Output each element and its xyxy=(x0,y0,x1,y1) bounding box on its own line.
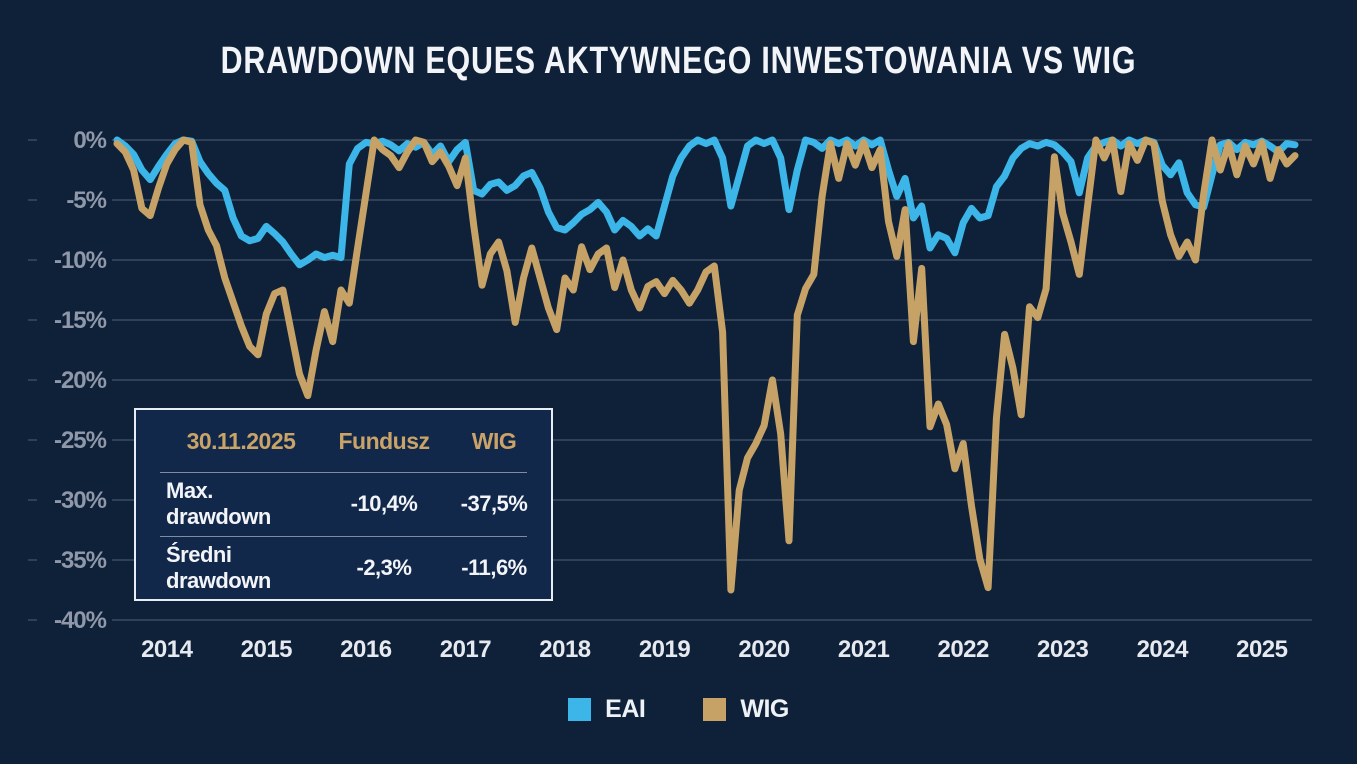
svg-text:-30%: -30% xyxy=(54,487,107,514)
svg-text:-20%: -20% xyxy=(54,367,107,394)
wig-legend-label: WIG xyxy=(740,695,789,723)
svg-text:-35%: -35% xyxy=(54,547,107,574)
x-axis-labels: 2014 2015 2016 2017 2018 2019 2020 2021 2022 2023… xyxy=(141,636,1288,663)
avg-drawdown-label: Średni drawdown xyxy=(166,541,271,593)
summary-table-header-row: 30.11.2025 Fundusz WIG xyxy=(136,410,551,472)
svg-text:2024: 2024 xyxy=(1137,636,1190,663)
svg-text:2025: 2025 xyxy=(1236,636,1288,663)
table-divider xyxy=(160,535,527,537)
svg-text:2018: 2018 xyxy=(539,636,591,663)
svg-text:2016: 2016 xyxy=(340,636,392,663)
table-divider xyxy=(160,472,527,474)
wig-line-series xyxy=(113,136,1299,594)
max-drawdown-wig-value: -37,5% xyxy=(460,491,528,517)
svg-text:0%: 0% xyxy=(73,127,106,154)
svg-text:2020: 2020 xyxy=(738,636,790,663)
svg-text:-25%: -25% xyxy=(54,427,107,454)
svg-text:-5%: -5% xyxy=(66,187,106,214)
y-axis-labels: 0% -5% -10% -15% -20% -25% -30% -35% -40% xyxy=(54,127,108,634)
summary-date: 30.11.2025 xyxy=(186,427,296,454)
svg-text:2017: 2017 xyxy=(440,636,492,663)
wig-color-swatch xyxy=(703,698,727,721)
avg-drawdown-fundusz-value: -2,3% xyxy=(356,554,412,580)
max-drawdown-label: Max. drawdown xyxy=(166,478,271,530)
summary-col-wig: WIG xyxy=(471,427,517,454)
max-drawdown-row: Max. drawdown -10,4% -37,5% xyxy=(136,473,551,535)
svg-text:-10%: -10% xyxy=(54,247,107,274)
svg-text:2022: 2022 xyxy=(937,636,989,663)
summary-table: 30.11.2025 Fundusz WIG Max. drawdown -10… xyxy=(134,408,553,601)
eai-legend-label: EAI xyxy=(605,695,646,723)
avg-drawdown-row: Średni drawdown -2,3% -11,6% xyxy=(136,537,551,599)
legend-item-eai: EAI xyxy=(568,695,646,724)
max-drawdown-fundusz-value: -10,4% xyxy=(350,491,418,517)
svg-text:2023: 2023 xyxy=(1037,636,1089,663)
avg-drawdown-wig-value: -11,6% xyxy=(461,554,527,580)
svg-text:2019: 2019 xyxy=(639,636,691,663)
svg-text:-15%: -15% xyxy=(54,307,107,334)
svg-text:2021: 2021 xyxy=(838,636,890,663)
chart-title: DRAWDOWN EQUES AKTYWNEGO INWESTOWANIA VS… xyxy=(220,40,1137,82)
summary-col-fundusz: Fundusz xyxy=(338,427,430,454)
svg-text:-40%: -40% xyxy=(54,607,107,634)
eai-color-swatch xyxy=(568,698,592,721)
chart-legend: EAI WIG xyxy=(0,695,1357,724)
legend-item-wig: WIG xyxy=(703,695,789,724)
svg-text:2014: 2014 xyxy=(141,636,194,663)
svg-text:2015: 2015 xyxy=(241,636,293,663)
